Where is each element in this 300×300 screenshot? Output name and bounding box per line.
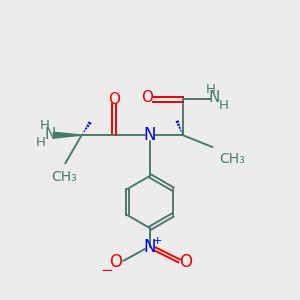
Text: −: −	[100, 263, 113, 278]
Text: O: O	[109, 253, 122, 271]
Text: N: N	[45, 127, 56, 142]
Text: O: O	[141, 91, 153, 106]
Text: O: O	[108, 92, 120, 107]
Text: N: N	[144, 238, 156, 256]
Text: O: O	[179, 253, 192, 271]
Text: +: +	[153, 236, 162, 246]
Polygon shape	[53, 132, 82, 138]
Text: N: N	[209, 91, 220, 106]
Text: H: H	[206, 82, 216, 96]
Text: H: H	[218, 99, 228, 112]
Text: H: H	[36, 136, 46, 149]
Text: H: H	[40, 119, 50, 132]
Text: N: N	[144, 126, 156, 144]
Text: CH₃: CH₃	[219, 152, 245, 167]
Text: CH₃: CH₃	[51, 170, 77, 184]
